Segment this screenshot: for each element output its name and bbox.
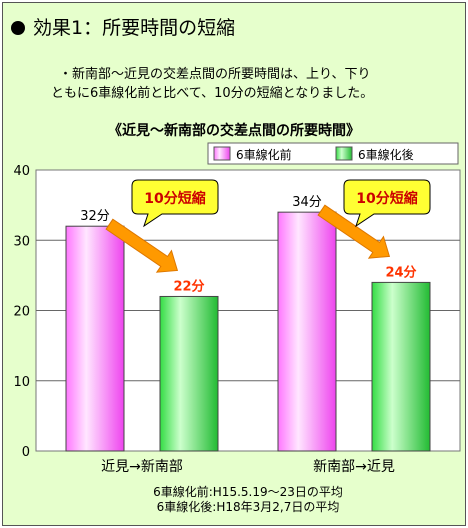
bar-before [277, 211, 337, 452]
legend-label-after: 6車線化後 [358, 147, 414, 162]
legend-swatch-after [335, 146, 353, 161]
y-tick-label: 20 [13, 305, 30, 320]
section-title-text: 効果1：所要時間の短縮 [33, 17, 236, 39]
y-tick-label: 0 [22, 445, 30, 460]
section-title: 効果1：所要時間の短縮 [11, 13, 235, 40]
reduction-arrow [317, 204, 391, 259]
bullet-dot-icon [11, 21, 25, 35]
callout-bubble [131, 179, 219, 228]
callout-text: 10分短縮 [356, 190, 417, 207]
callout-bubble [343, 179, 431, 228]
reduction-arrow-icon [105, 218, 179, 273]
note-after: 6車線化後:H18年3月2,7日の平均 [157, 499, 340, 514]
x-axis-labels: 近見→新南部 新南部→近見 [101, 459, 395, 475]
y-tick-label: 30 [13, 234, 30, 249]
description: ・新南部〜近見の交差点間の所要時間は、上り、下り ともに6車線化前と比べて、10… [51, 65, 451, 103]
legend-swatch-before [213, 146, 231, 161]
reduction-callout: 10分短縮 [131, 179, 219, 228]
bars: 32分 22分 34分 24分 [65, 195, 431, 452]
bar-value-label: 34分 [292, 195, 322, 210]
note-before: 6車線化前:H15.5.19〜23日の平均 [153, 484, 343, 499]
callout-text: 10分短縮 [144, 190, 205, 207]
reduction-arrow-icon [317, 204, 391, 259]
callouts: 10分短縮 10分短縮 [105, 179, 431, 273]
x-tick-label: 近見→新南部 [101, 459, 183, 475]
reduction-callout: 10分短縮 [343, 179, 431, 228]
bar-value-label: 32分 [80, 209, 110, 224]
chart-title: 《近見〜新南部の交差点間の所要時間》 [108, 122, 360, 139]
bar-value-label: 24分 [385, 264, 416, 280]
x-tick-label: 新南部→近見 [313, 459, 395, 475]
bar-after [371, 281, 431, 452]
y-axis-ticks: 0 10 20 30 40 [13, 164, 30, 460]
legend-label-before: 6車線化前 [236, 147, 292, 162]
bar-value-label: 22分 [173, 278, 204, 294]
legend: 6車線化前 6車線化後 [207, 142, 459, 165]
reduction-arrow [105, 218, 179, 273]
bar-after [159, 295, 219, 452]
description-line-2: ともに6車線化前と比べて、10分の短縮となりました。 [51, 86, 374, 101]
y-tick-label: 10 [13, 375, 30, 390]
bar-before [65, 225, 125, 452]
description-line-1: ・新南部〜近見の交差点間の所要時間は、上り、下り [59, 67, 371, 82]
legend-box [207, 142, 459, 165]
y-tick-label: 40 [13, 164, 30, 179]
